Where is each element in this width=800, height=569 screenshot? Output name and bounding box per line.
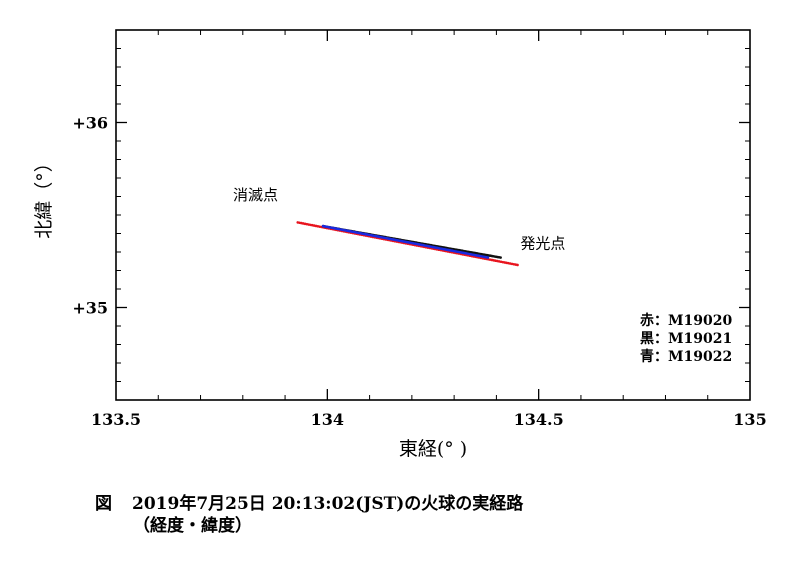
minor-tick-group (116, 30, 750, 400)
series-layer (296, 221, 519, 267)
x-axis-label: 東経(° ) (399, 438, 467, 460)
data-point (499, 256, 502, 259)
annotation-label: 消滅点 (233, 186, 278, 204)
x-tick-label: 135 (733, 410, 766, 429)
x-tick-label: 133.5 (91, 410, 141, 429)
legend-entry: 赤：M19020 (640, 313, 732, 329)
legend-entry: 黒：M19021 (640, 331, 732, 347)
annotation-label: 発光点 (520, 234, 565, 252)
x-tick-label: 134.5 (514, 410, 564, 429)
series-M19022 (321, 224, 490, 259)
data-point (486, 256, 490, 259)
y-axis-label: 北緯（°） (33, 153, 55, 239)
figure-caption: 図 2019年7月25日 20:13:02(JST)の火球の実経路 （経度・緯度） (95, 493, 523, 537)
figure-subtitle: （経度・緯度） (133, 516, 252, 536)
x-tick-label: 134 (311, 410, 344, 429)
legend-entry: 青：M19022 (640, 348, 732, 365)
y-tick-label: +36 (72, 114, 108, 133)
major-tick-group (116, 30, 750, 400)
data-point (516, 263, 519, 267)
y-tick-label: +35 (72, 299, 108, 318)
y-tick-label-group: +35 +36 (72, 114, 108, 318)
figure-title: 2019年7月25日 20:13:02(JST)の火球の実経路 (132, 494, 524, 514)
figure-label: 図 (95, 494, 112, 514)
x-tick-label-group: 133.5 134 134.5 135 (91, 410, 767, 429)
